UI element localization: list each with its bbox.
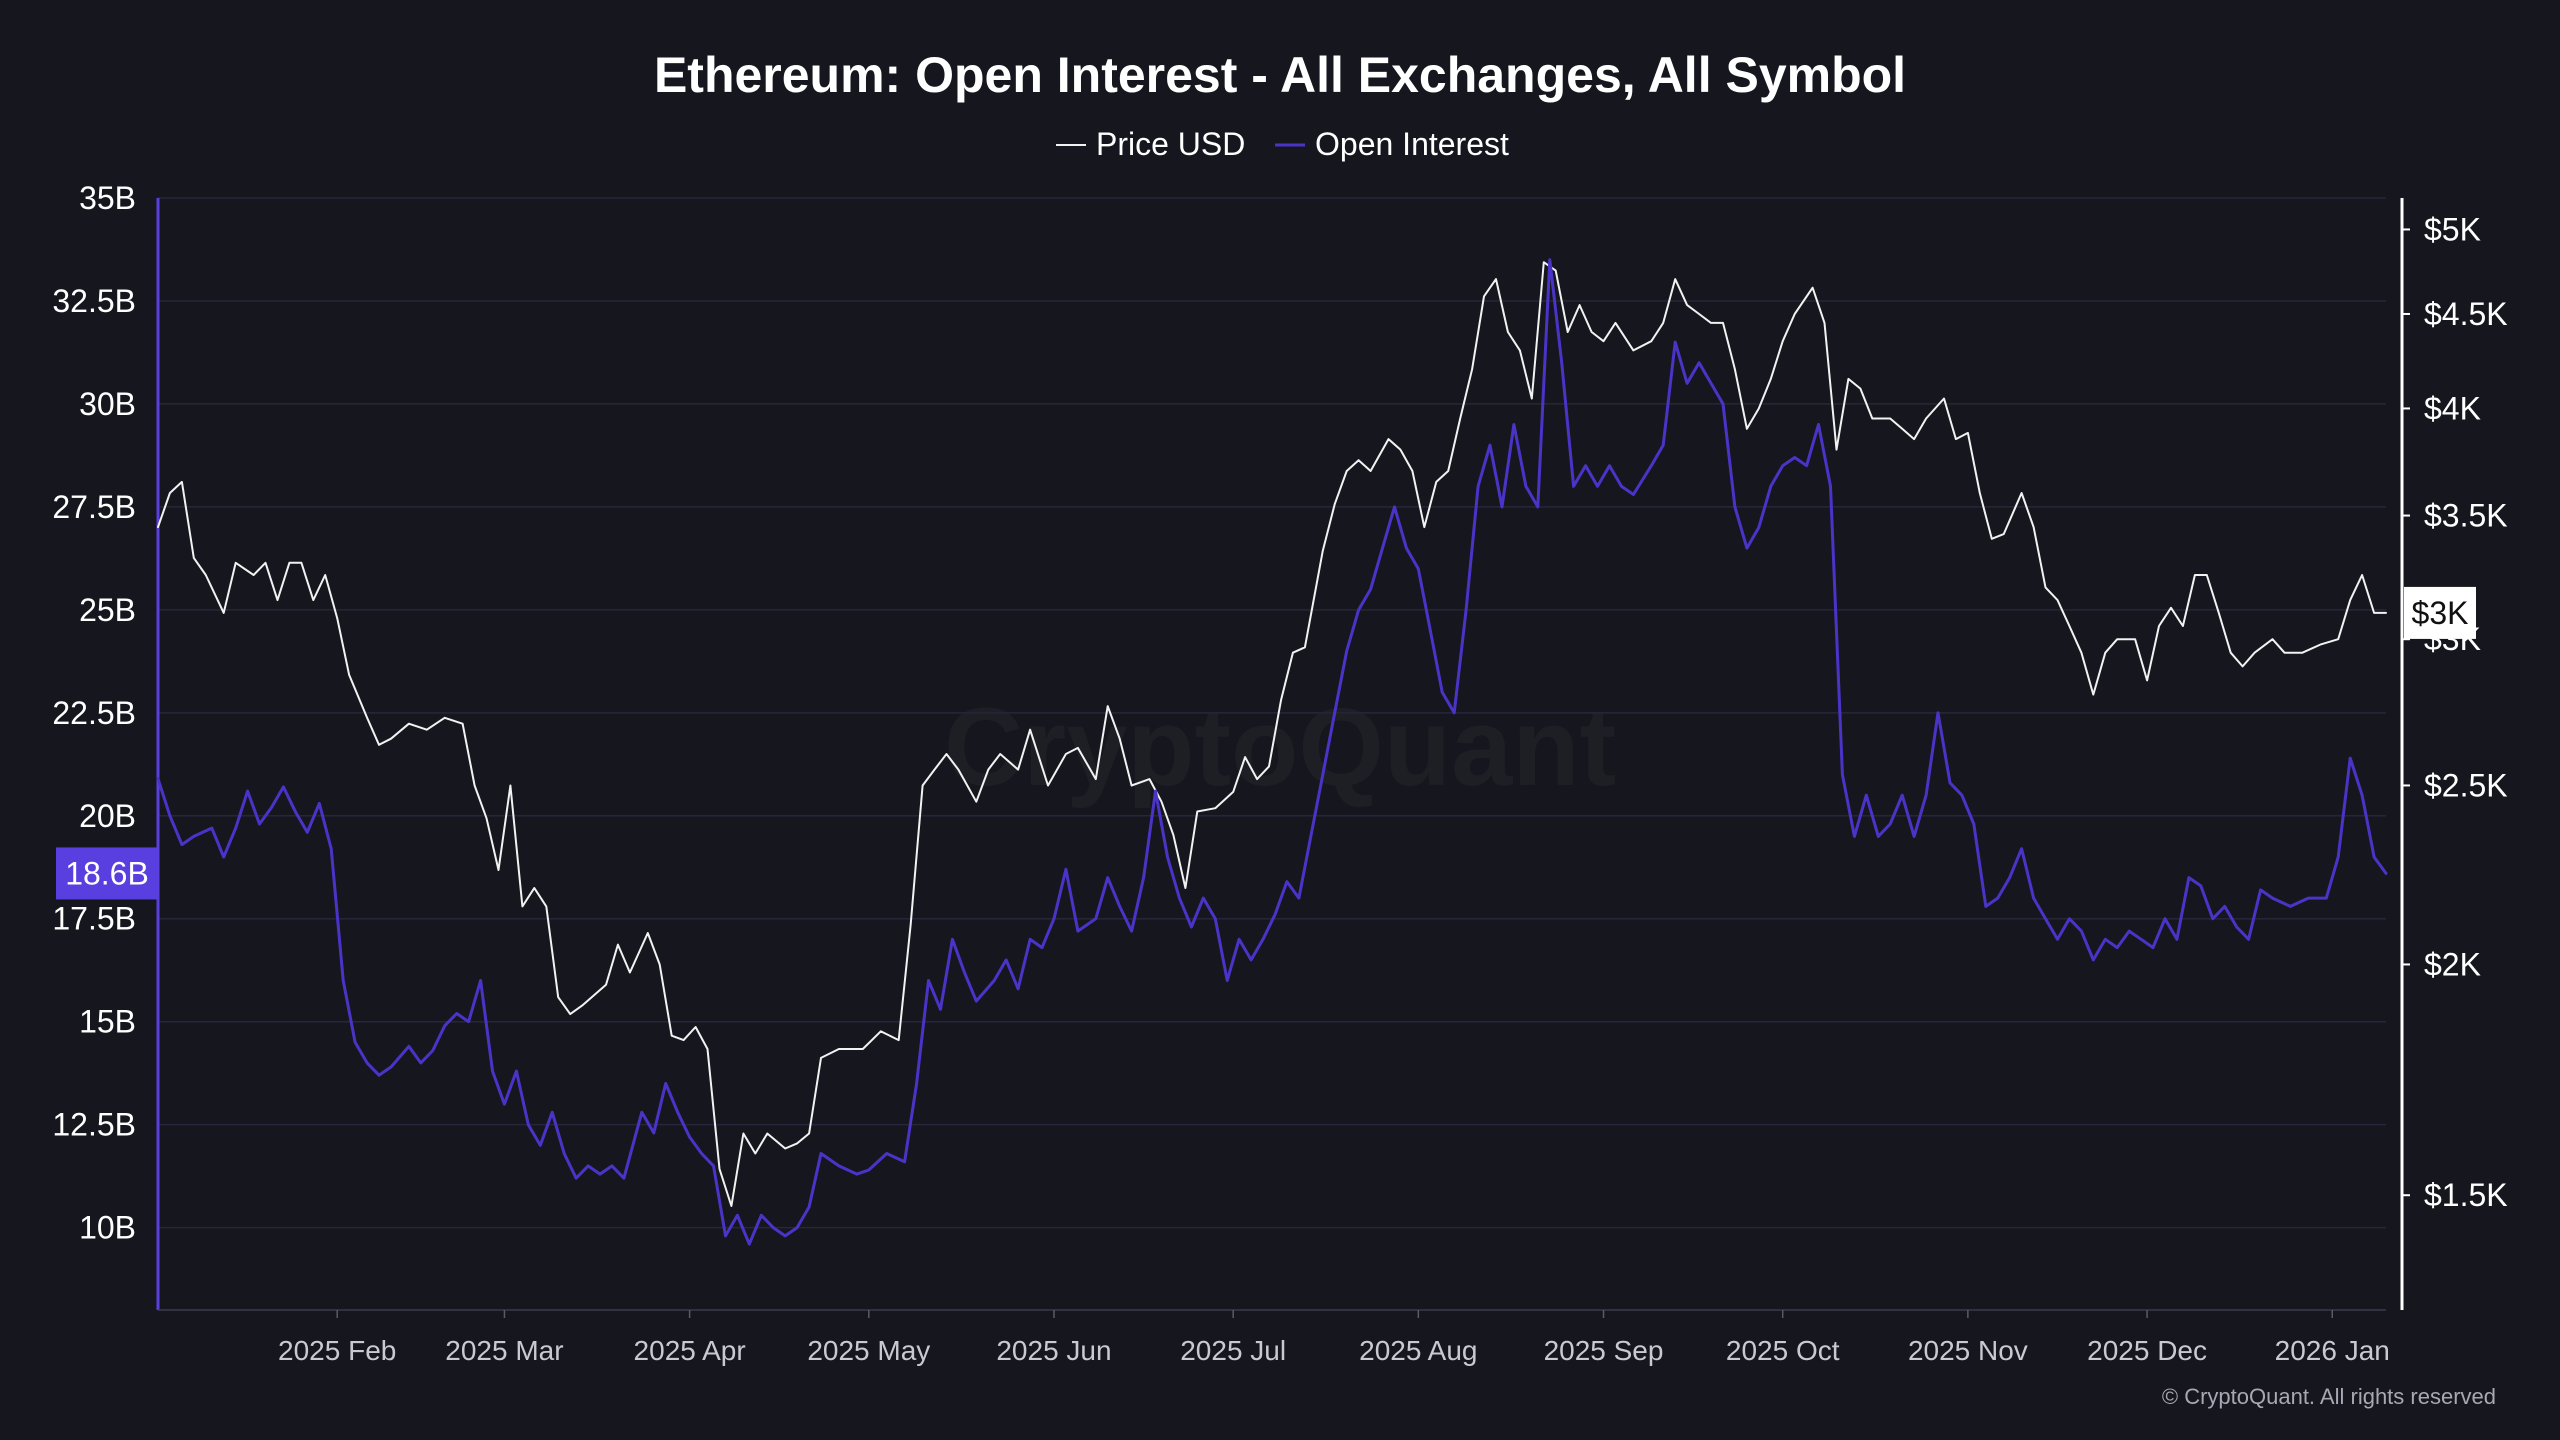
- legend[interactable]: Price USD Open Interest: [1056, 126, 1509, 162]
- y-left-tick-label: 15B: [79, 1004, 136, 1040]
- x-tick-label: 2025 Feb: [278, 1335, 396, 1366]
- y-right-tick-label: $3.5K: [2424, 498, 2508, 534]
- x-axis: 2025 Feb 2025 Mar 2025 Apr 2025 May 2025 Jun…: [278, 1310, 2390, 1366]
- y-right-tick-label: $5K: [2424, 211, 2481, 247]
- x-tick-label: 2025 Nov: [1908, 1335, 2028, 1366]
- y-left-tick-label: 25B: [79, 592, 136, 628]
- series: [156, 258, 2388, 1246]
- y-left-tick-label: 10B: [79, 1210, 136, 1246]
- price-usd-line: [157, 261, 2387, 1207]
- x-tick-label: 2025 Oct: [1726, 1335, 1840, 1366]
- y-axis-left: 10B 12.5B 15B 17.5B 20B 22.5B 25B 27.5B 30B 32.5B…: [52, 180, 136, 1246]
- x-tick-label: 2025 Apr: [634, 1335, 746, 1366]
- x-tick-label: 2025 Jul: [1180, 1335, 1286, 1366]
- y-left-tick-label: 30B: [79, 386, 136, 422]
- x-tick-label: 2025 Sep: [1544, 1335, 1664, 1366]
- price-current-badge-text: $3K: [2412, 595, 2469, 631]
- copyright: © CryptoQuant. All rights reserved: [2162, 1384, 2496, 1409]
- price-current-badge: $3K: [2404, 586, 2476, 639]
- y-axis-right: $1.5K $2K $2.5K $3K $3.5K $4K $4.5K $5K: [2402, 211, 2508, 1213]
- y-left-tick-label: 32.5B: [52, 283, 136, 319]
- open-interest-line: [156, 258, 2388, 1246]
- legend-price-label[interactable]: Price USD: [1096, 126, 1245, 162]
- x-tick-label: 2025 May: [807, 1335, 930, 1366]
- y-left-tick-label: 17.5B: [52, 901, 136, 937]
- y-left-tick-label: 22.5B: [52, 695, 136, 731]
- oi-current-badge: 18.6B: [56, 847, 158, 900]
- x-tick-label: 2025 Jun: [996, 1335, 1111, 1366]
- y-right-tick-label: $1.5K: [2424, 1177, 2508, 1213]
- y-right-tick-label: $2.5K: [2424, 767, 2508, 803]
- y-left-tick-label: 35B: [79, 180, 136, 216]
- x-tick-label: 2025 Mar: [445, 1335, 563, 1366]
- legend-oi-label[interactable]: Open Interest: [1315, 126, 1509, 162]
- chart-title: Ethereum: Open Interest - All Exchanges,…: [654, 47, 1906, 103]
- y-right-tick-label: $4K: [2424, 390, 2481, 426]
- y-right-tick-label: $4.5K: [2424, 296, 2508, 332]
- x-tick-label: 2026 Jan: [2275, 1335, 2390, 1366]
- x-tick-label: 2025 Aug: [1359, 1335, 1477, 1366]
- y-right-tick-label: $2K: [2424, 946, 2481, 982]
- oi-current-badge-box: [56, 847, 158, 900]
- y-left-tick-label: 20B: [79, 798, 136, 834]
- y-left-tick-label: 12.5B: [52, 1107, 136, 1143]
- x-tick-label: 2025 Dec: [2087, 1335, 2207, 1366]
- price-current-badge-box: [2404, 586, 2476, 639]
- y-left-tick-label: 27.5B: [52, 489, 136, 525]
- oi-current-badge-text: 18.6B: [65, 855, 149, 891]
